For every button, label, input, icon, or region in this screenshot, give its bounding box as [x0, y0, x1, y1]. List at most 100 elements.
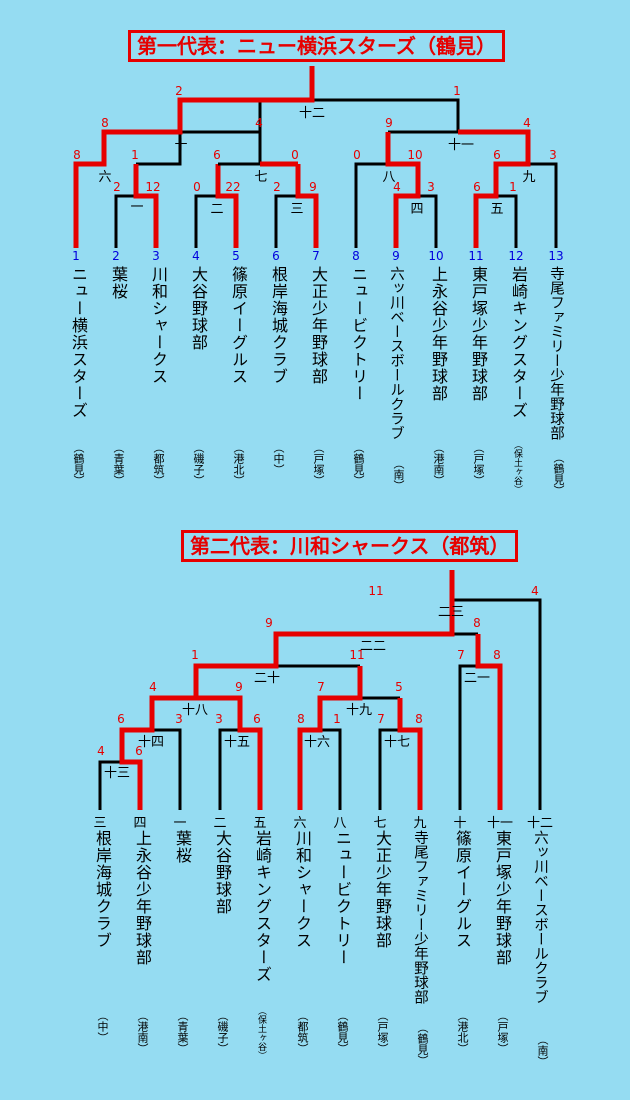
team-number: 十 — [453, 816, 467, 831]
match-label: 十 — [174, 138, 188, 153]
match-label: 十一 — [447, 138, 474, 153]
team-name: 岩崎キングスターズ — [253, 830, 272, 983]
team-name: ニュービクトリー — [349, 266, 368, 402]
score: 6 — [117, 712, 125, 726]
team-name: 根岸海城クラブ — [269, 266, 288, 385]
match-label: 二十 — [254, 671, 281, 686]
team-region: （鶴見） — [72, 442, 85, 486]
score: 1 — [191, 648, 199, 662]
match-label: 十八 — [182, 703, 209, 718]
score: 1 — [509, 180, 517, 194]
team-region: （保土ヶ谷） — [512, 440, 522, 494]
match-label: 一 — [130, 200, 144, 215]
team-name: 大谷野球部 — [213, 830, 232, 915]
team-number: 6 — [272, 249, 280, 263]
score: 1 — [453, 84, 461, 98]
score: 7 — [457, 648, 465, 662]
team-name: 寺尾ファミリー少年野球部 — [548, 266, 564, 440]
team-region: （港北） — [232, 442, 245, 486]
team-name: 六ッ川ベースボールクラブ — [388, 266, 404, 440]
team-region: （鶴見） — [336, 1010, 349, 1054]
team-region: （磯子） — [192, 442, 205, 486]
team-number: 四 — [133, 816, 147, 831]
score: 6 — [493, 148, 501, 162]
team-name: 葉桜 — [109, 266, 128, 300]
score: 8 — [297, 712, 305, 726]
team-number: 9 — [392, 249, 400, 263]
team-name: 篠原イーグルス — [453, 830, 472, 949]
score: 0 — [291, 148, 299, 162]
bracket1-black-lines — [114, 98, 558, 248]
team-name: 葉桜 — [173, 830, 192, 864]
team-name: 岩崎キングスターズ — [509, 266, 528, 419]
match-label: 十二 — [298, 106, 325, 121]
score: 1 — [131, 148, 139, 162]
team-region: （南） — [536, 1034, 549, 1067]
score: 11 — [368, 584, 384, 598]
match-label: 十三 — [104, 766, 131, 781]
team-region: （戸塚） — [472, 442, 485, 486]
score: 2 — [273, 180, 281, 194]
team-region: （港南） — [136, 1010, 149, 1054]
score: 6 — [473, 180, 481, 194]
team-region: （磯子） — [216, 1010, 229, 1054]
match-label: 四 — [410, 202, 424, 217]
score: 7 — [377, 712, 385, 726]
score: 9 — [385, 116, 393, 130]
score: 0 — [193, 180, 201, 194]
match-label: 十四 — [138, 735, 165, 750]
team-region: （戸塚） — [496, 1010, 509, 1054]
team-number: 八 — [333, 816, 347, 831]
match-label: 八 — [382, 170, 396, 185]
team-name: 東戸塚少年野球部 — [469, 266, 488, 402]
bracket2-title: 第二代表：川和シャークス（都筑） — [181, 530, 519, 562]
score: 9 — [309, 180, 317, 194]
team-name: 上永谷少年野球部 — [133, 830, 152, 966]
team-number: 13 — [548, 249, 564, 263]
score: 10 — [407, 148, 423, 162]
team-number: 10 — [428, 249, 444, 263]
team-name: 大正少年野球部 — [373, 830, 392, 949]
team-number: 2 — [112, 249, 120, 263]
score: 8 — [101, 116, 109, 130]
match-label: 十六 — [304, 735, 331, 750]
team-number: 5 — [232, 249, 240, 263]
score: 8 — [493, 648, 501, 662]
team-number: 7 — [312, 249, 320, 263]
match-label: 十七 — [384, 735, 411, 750]
score: 6 — [213, 148, 221, 162]
team-number: 1 — [72, 249, 80, 263]
bracket2-red-lines — [119, 570, 503, 810]
score: 2 — [175, 84, 183, 98]
team-name: 根岸海城クラブ — [93, 830, 112, 949]
team-number: 九 — [413, 816, 427, 831]
team-region: （青葉） — [112, 442, 125, 486]
team-number: 七 — [373, 816, 387, 831]
team-name: 東戸塚少年野球部 — [493, 830, 512, 966]
match-label: 六 — [98, 170, 112, 185]
match-label: 九 — [522, 170, 536, 185]
score: 6 — [253, 712, 261, 726]
match-label: 三 — [290, 202, 304, 217]
team-region: （鶴見） — [416, 1022, 429, 1066]
team-number: 一 — [173, 816, 187, 831]
match-label: 二一 — [464, 671, 491, 686]
score: 8 — [73, 148, 81, 162]
team-number: 三 — [93, 816, 107, 831]
team-name: 川和シャークス — [149, 266, 168, 385]
team-number: 二 — [213, 816, 227, 831]
score: 4 — [255, 116, 263, 130]
score: 0 — [353, 148, 361, 162]
score: 7 — [317, 680, 325, 694]
score: 9 — [235, 680, 243, 694]
team-number: 五 — [253, 816, 267, 831]
score: 22 — [225, 180, 241, 194]
match-label: 七 — [254, 170, 268, 185]
bracket1-title: 第一代表：ニュー横浜スターズ（鶴見） — [128, 30, 505, 62]
match-label: 二二 — [360, 639, 387, 654]
match-label: 二 — [210, 202, 224, 217]
team-name: 六ッ川ベースボールクラブ — [532, 830, 548, 1004]
team-name: ニュー横浜スターズ — [69, 266, 88, 419]
